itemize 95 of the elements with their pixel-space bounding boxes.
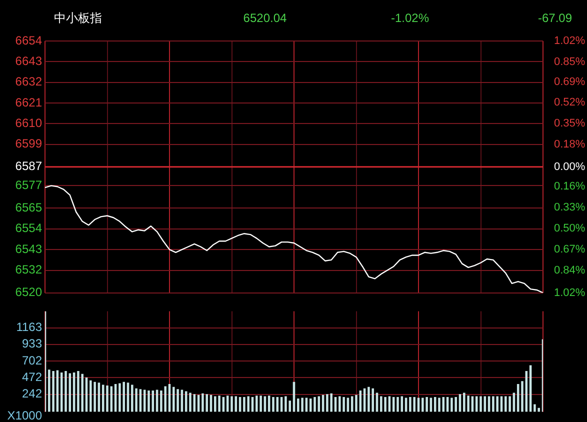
- bar: [214, 396, 216, 412]
- bar: [508, 396, 511, 412]
- bar: [164, 386, 166, 412]
- text: -67.09: [536, 11, 574, 25]
- bar: [384, 397, 386, 412]
- bar: [355, 394, 358, 412]
- bar: [243, 397, 246, 412]
- bar: [247, 396, 250, 412]
- y2-tick-label: 0.35%: [554, 118, 586, 130]
- y-tick-label: 933: [22, 336, 42, 351]
- bar: [492, 396, 494, 412]
- bar: [413, 397, 416, 412]
- bar: [64, 371, 67, 412]
- bar: [122, 382, 125, 412]
- bar: [135, 388, 138, 412]
- bar: [202, 393, 204, 412]
- y2-tick-label: 0.18%: [554, 138, 586, 151]
- bar: [176, 389, 179, 412]
- bar: [534, 404, 536, 412]
- bar: [521, 381, 524, 412]
- y-tick-label: 6577: [15, 178, 42, 192]
- y2-tick-label: 1.02%: [554, 286, 586, 299]
- bar: [338, 396, 341, 412]
- bar: [284, 396, 287, 412]
- bar: [409, 397, 412, 412]
- bar: [90, 380, 92, 412]
- bar: [438, 398, 440, 412]
- bar: [118, 383, 121, 412]
- y-tick-label: 6543: [15, 242, 42, 256]
- bar: [450, 398, 453, 412]
- bar: [426, 397, 428, 412]
- y-tick-label: 6565: [15, 200, 42, 215]
- bar: [467, 396, 470, 412]
- bar: [422, 398, 424, 412]
- bar: [94, 382, 96, 412]
- bar: [496, 396, 498, 412]
- y-tick-label: 6621: [15, 95, 42, 110]
- bar: [372, 388, 374, 412]
- bar: [260, 396, 262, 412]
- bar: [189, 392, 192, 412]
- bar: [342, 397, 345, 412]
- y2-tick-label: 0.85%: [554, 56, 586, 68]
- y2-tick-label: 0.84%: [554, 264, 586, 277]
- y2-tick-label: 0.50%: [554, 222, 586, 235]
- bar: [480, 396, 482, 412]
- y-axis-title: X1000: [7, 408, 42, 422]
- y-tick-label: 6587: [15, 159, 42, 174]
- bar: [463, 392, 466, 412]
- y2-tick-label: 0.16%: [554, 180, 586, 193]
- y-tick-label: 702: [22, 353, 42, 368]
- y-tick-label: 472: [22, 370, 42, 384]
- y2-tick-label: 0.52%: [554, 96, 586, 109]
- y2-tick-label: 1.02%: [554, 35, 586, 48]
- bar: [330, 393, 332, 412]
- bar: [380, 396, 382, 412]
- y-tick-label: 6554: [15, 221, 42, 236]
- bar: [538, 408, 540, 412]
- y-tick-label: 1163: [16, 320, 42, 334]
- bar: [106, 385, 108, 412]
- bar: [172, 386, 175, 412]
- bar: [368, 386, 370, 412]
- y2-tick-label: 0.67%: [554, 244, 586, 256]
- y2-tick-label: 0.33%: [554, 202, 586, 214]
- bar: [81, 374, 84, 412]
- text: -1.02%: [390, 11, 430, 25]
- bar: [131, 384, 134, 412]
- y-tick-label: 6532: [15, 262, 42, 277]
- y-tick-label: 6632: [15, 74, 42, 89]
- bar: [326, 394, 328, 412]
- bar: [504, 396, 507, 412]
- y2-tick-label: 0.00%: [554, 160, 586, 173]
- bar: [148, 390, 150, 412]
- chart-title: 中小板指: [54, 10, 103, 26]
- bar: [396, 397, 399, 412]
- y-tick-label: 6520: [15, 285, 42, 300]
- bar: [272, 397, 274, 412]
- bar: [48, 370, 50, 412]
- bar: [454, 397, 457, 412]
- bar: [206, 394, 208, 412]
- text: 6520.04: [242, 11, 288, 25]
- y-tick-label: 6599: [15, 136, 42, 151]
- y2-tick-label: 0.69%: [554, 76, 586, 88]
- bar: [77, 371, 80, 412]
- bar: [314, 397, 316, 412]
- bar: [230, 396, 233, 412]
- bar: [218, 396, 220, 412]
- bar: [52, 371, 54, 412]
- bar: [256, 396, 258, 412]
- bar: [301, 398, 304, 412]
- y-tick-label: 6610: [15, 116, 42, 130]
- y-tick-label: 6654: [15, 33, 42, 48]
- y-tick-label: 6643: [15, 54, 42, 68]
- bar: [288, 400, 291, 412]
- y-tick-label: 242: [22, 386, 42, 401]
- bar: [297, 398, 300, 412]
